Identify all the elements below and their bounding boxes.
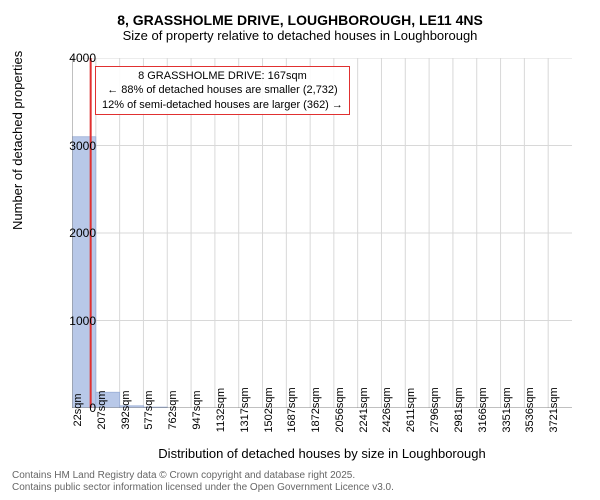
x-tick-label: 762sqm	[167, 390, 179, 429]
y-tick-label: 3000	[69, 139, 96, 153]
x-tick-label: 22sqm	[72, 393, 84, 426]
x-tick-label: 2981sqm	[453, 387, 465, 432]
annotation-line-2: ← 88% of detached houses are smaller (2,…	[102, 83, 343, 97]
annotation-box: 8 GRASSHOLME DRIVE: 167sqm ← 88% of deta…	[95, 66, 350, 115]
x-tick-label: 392sqm	[120, 390, 132, 429]
x-tick-label: 1132sqm	[215, 388, 227, 432]
x-tick-label: 2426sqm	[381, 387, 393, 432]
x-tick-label: 2611sqm	[405, 388, 417, 432]
x-tick-label: 1502sqm	[263, 387, 275, 432]
footer-line-1: Contains HM Land Registry data © Crown c…	[12, 470, 394, 482]
y-tick-label: 0	[89, 401, 96, 415]
x-tick-label: 1317sqm	[239, 387, 251, 432]
x-tick-label: 2241sqm	[358, 387, 370, 432]
x-tick-label: 1687sqm	[286, 387, 298, 432]
x-tick-label: 3536sqm	[524, 387, 536, 432]
footer-attribution: Contains HM Land Registry data © Crown c…	[12, 470, 394, 494]
y-tick-label: 1000	[69, 314, 96, 328]
y-tick-label: 4000	[69, 51, 96, 65]
y-axis-label: Number of detached properties	[10, 51, 25, 230]
footer-line-2: Contains public sector information licen…	[12, 482, 394, 494]
x-tick-label: 2056sqm	[334, 387, 346, 432]
title-sub: Size of property relative to detached ho…	[0, 28, 600, 51]
x-axis-label: Distribution of detached houses by size …	[72, 446, 572, 461]
x-tick-label: 577sqm	[143, 390, 155, 429]
x-tick-label: 2796sqm	[429, 387, 441, 432]
x-tick-label: 1872sqm	[310, 387, 322, 432]
x-tick-label: 947sqm	[191, 390, 203, 429]
x-tick-label: 3721sqm	[548, 387, 560, 432]
y-tick-label: 2000	[69, 226, 96, 240]
x-tick-label: 207sqm	[96, 390, 108, 429]
annotation-line-3: 12% of semi-detached houses are larger (…	[102, 98, 343, 112]
x-tick-label: 3351sqm	[501, 387, 513, 432]
title-main: 8, GRASSHOLME DRIVE, LOUGHBOROUGH, LE11 …	[0, 0, 600, 28]
annotation-line-1: 8 GRASSHOLME DRIVE: 167sqm	[102, 69, 343, 83]
x-tick-label: 3166sqm	[477, 387, 489, 432]
